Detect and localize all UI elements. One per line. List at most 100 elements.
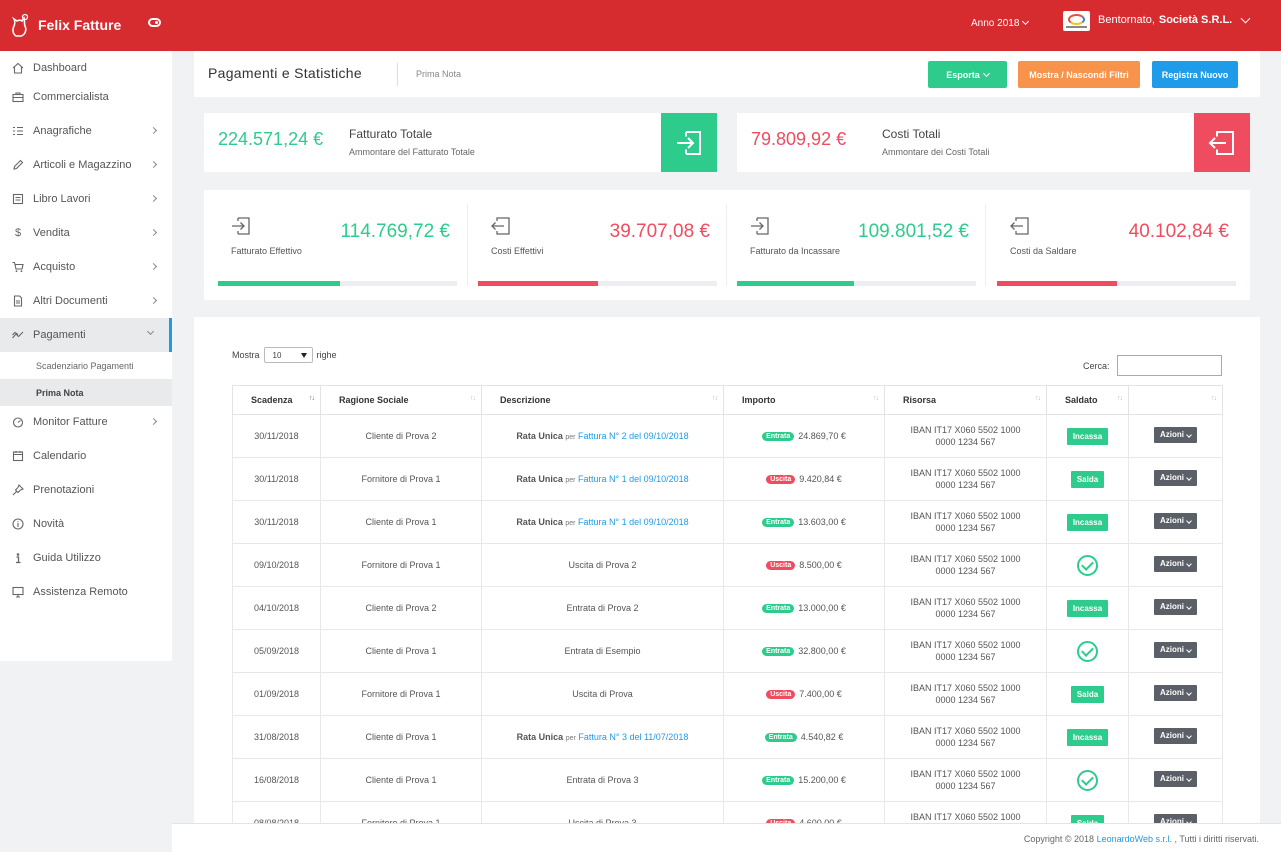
calendar-icon bbox=[12, 451, 24, 462]
cell-descrizione: Uscita di Prova bbox=[481, 672, 724, 716]
table-row: 09/10/2018 Fornitore di Prova 1 Uscita di … bbox=[232, 543, 1223, 587]
invoice-link[interactable]: Fattura N° 2 del 09/10/2018 bbox=[578, 431, 689, 441]
invoice-link[interactable]: Fattura N° 3 del 11/07/2018 bbox=[578, 732, 689, 742]
revenue-total-sub: Ammontare del Fatturato Totale bbox=[349, 147, 475, 157]
progress-track bbox=[997, 281, 1236, 286]
page-header: Pagamenti e Statistiche Prima Nota Espor… bbox=[194, 51, 1260, 97]
check-circle-icon bbox=[1077, 640, 1098, 662]
sidebar-item-label: Pagamenti bbox=[33, 329, 86, 341]
chevron-down-icon bbox=[1022, 17, 1030, 26]
cell-importo: Entrata 13.000,00 € bbox=[723, 586, 885, 630]
sidebar-item-dashboard[interactable]: Dashboard bbox=[0, 51, 172, 85]
book-icon bbox=[12, 193, 24, 205]
invoice-link[interactable]: Fattura N° 1 del 09/10/2018 bbox=[578, 517, 689, 527]
column-header-descrizione[interactable]: Descrizione ↑↓ bbox=[481, 385, 724, 415]
app-logo[interactable]: Felix Fatture bbox=[10, 12, 121, 38]
toggle-filters-button[interactable]: Mostra / Nascondi Filtri bbox=[1018, 61, 1140, 88]
actions-button[interactable]: Azioni bbox=[1154, 427, 1197, 443]
sidebar-item-articoli[interactable]: Articoli e Magazzino bbox=[0, 148, 172, 182]
actions-button[interactable]: Azioni bbox=[1154, 513, 1197, 529]
invoice-link[interactable]: Fattura N° 1 del 09/10/2018 bbox=[578, 474, 689, 484]
chevron-right-icon bbox=[149, 228, 158, 237]
year-selector[interactable]: Anno 2018 bbox=[971, 17, 1030, 29]
logout-icon bbox=[491, 217, 510, 235]
cell-descrizione: Rata Unica per Fattura N° 3 del 11/07/20… bbox=[481, 715, 724, 759]
pin-icon bbox=[12, 484, 24, 496]
sidebar-item-pagamenti[interactable]: Pagamenti bbox=[0, 318, 172, 352]
sidebar-subitem-scadenziario[interactable]: Scadenziario Pagamenti bbox=[0, 352, 172, 379]
cell-azioni: Azioni bbox=[1128, 672, 1223, 716]
actions-button[interactable]: Azioni bbox=[1154, 728, 1197, 744]
sidebar-item-prenotazioni[interactable]: Prenotazioni bbox=[0, 473, 172, 507]
sidebar-toggle-icon[interactable] bbox=[148, 18, 161, 27]
cell-descrizione: Rata Unica per Fattura N° 1 del 09/10/20… bbox=[481, 457, 724, 501]
briefcase-icon bbox=[12, 92, 24, 103]
page-length-select[interactable]: 10 bbox=[263, 347, 313, 363]
chevron-right-icon bbox=[149, 126, 158, 135]
export-button[interactable]: Esporta bbox=[928, 61, 1007, 88]
actions-button[interactable]: Azioni bbox=[1154, 771, 1197, 787]
stat-value: 40.102,84 € bbox=[1128, 221, 1229, 242]
column-header-importo[interactable]: Importo ↑↓ bbox=[723, 385, 885, 415]
actions-button[interactable]: Azioni bbox=[1154, 599, 1197, 615]
guide-icon bbox=[16, 553, 21, 564]
column-header-ragione-sociale[interactable]: Ragione Sociale ↑↓ bbox=[320, 385, 482, 415]
cell-azioni: Azioni bbox=[1128, 801, 1223, 823]
amount: 24.869,70 € bbox=[798, 430, 846, 441]
cell-importo: Entrata 32.800,00 € bbox=[723, 629, 885, 673]
sidebar-item-novita[interactable]: Novità bbox=[0, 507, 172, 541]
sidebar-item-label: Acquisto bbox=[33, 261, 76, 273]
actions-button[interactable]: Azioni bbox=[1154, 470, 1197, 486]
stat-costi-effettivi: 39.707,08 € Costi Effettivi bbox=[464, 190, 724, 300]
cell-importo: Entrata 24.869,70 € bbox=[723, 414, 885, 458]
column-header-saldato[interactable]: Saldato ↑↓ bbox=[1046, 385, 1129, 415]
sidebar-item-assistenza[interactable]: Assistenza Remoto bbox=[0, 575, 172, 609]
settle-button[interactable]: Salda bbox=[1070, 814, 1105, 823]
sidebar-subitem-prima-nota[interactable]: Prima Nota bbox=[0, 379, 172, 406]
column-header-risorsa[interactable]: Risorsa ↑↓ bbox=[884, 385, 1047, 415]
column-header-scadenza[interactable]: Scadenza ↑↓ bbox=[232, 385, 321, 415]
collect-button[interactable]: Incassa bbox=[1066, 599, 1109, 617]
login-icon bbox=[661, 113, 717, 172]
column-header-azioni[interactable]: ↑↓ bbox=[1128, 385, 1223, 415]
cell-descrizione: Entrata di Prova 2 bbox=[481, 586, 724, 630]
sidebar-item-altri-documenti[interactable]: Altri Documenti bbox=[0, 284, 172, 318]
top-bar: Felix Fatture Anno 2018 Bentornato, Soci… bbox=[0, 0, 1281, 51]
sidebar-item-libro-lavori[interactable]: Libro Lavori bbox=[0, 182, 172, 216]
cell-importo: Uscita 9.420,84 € bbox=[723, 457, 885, 501]
settle-button[interactable]: Salda bbox=[1070, 685, 1105, 703]
cell-importo: Entrata 15.200,00 € bbox=[723, 758, 885, 802]
actions-button[interactable]: Azioni bbox=[1154, 642, 1197, 658]
cell-scadenza: 30/11/2018 bbox=[232, 414, 321, 458]
collect-button[interactable]: Incassa bbox=[1066, 513, 1109, 531]
actions-button[interactable]: Azioni bbox=[1154, 685, 1197, 701]
sort-desc-icon: ↑↓ bbox=[309, 395, 315, 402]
actions-button[interactable]: Azioni bbox=[1154, 814, 1197, 823]
sidebar-item-vendita[interactable]: $ Vendita bbox=[0, 216, 172, 250]
company-link[interactable]: LeonardoWeb s.r.l. bbox=[1096, 834, 1172, 844]
user-menu[interactable]: Bentornato, Società S.R.L. bbox=[1098, 13, 1251, 26]
sidebar-item-commercialista[interactable]: Commercialista bbox=[0, 80, 172, 114]
sidebar-item-guida[interactable]: Guida Utilizzo bbox=[0, 541, 172, 575]
settle-button[interactable]: Salda bbox=[1070, 470, 1105, 488]
app-name: Felix Fatture bbox=[38, 17, 122, 33]
search-input[interactable] bbox=[1117, 355, 1222, 376]
cell-ragione-sociale: Cliente di Prova 2 bbox=[320, 414, 482, 458]
collect-button[interactable]: Incassa bbox=[1066, 728, 1109, 746]
new-entry-button[interactable]: Registra Nuovo bbox=[1152, 61, 1238, 88]
cell-saldato: Incassa bbox=[1046, 414, 1129, 458]
actions-button[interactable]: Azioni bbox=[1154, 556, 1197, 572]
cell-scadenza: 30/11/2018 bbox=[232, 457, 321, 501]
collect-button[interactable]: Incassa bbox=[1066, 427, 1109, 445]
sidebar-item-acquisto[interactable]: Acquisto bbox=[0, 250, 172, 284]
logout-icon bbox=[1194, 113, 1250, 172]
costs-total-sub: Ammontare dei Costi Totali bbox=[882, 147, 990, 157]
login-icon bbox=[751, 217, 769, 235]
sidebar-item-calendario[interactable]: Calendario bbox=[0, 439, 172, 473]
sidebar-item-anagrafiche[interactable]: Anagrafiche bbox=[0, 114, 172, 148]
list-icon bbox=[13, 126, 23, 136]
sidebar-item-monitor-fatture[interactable]: Monitor Fatture bbox=[0, 405, 172, 439]
cell-importo: Uscita 7.400,00 € bbox=[723, 672, 885, 716]
